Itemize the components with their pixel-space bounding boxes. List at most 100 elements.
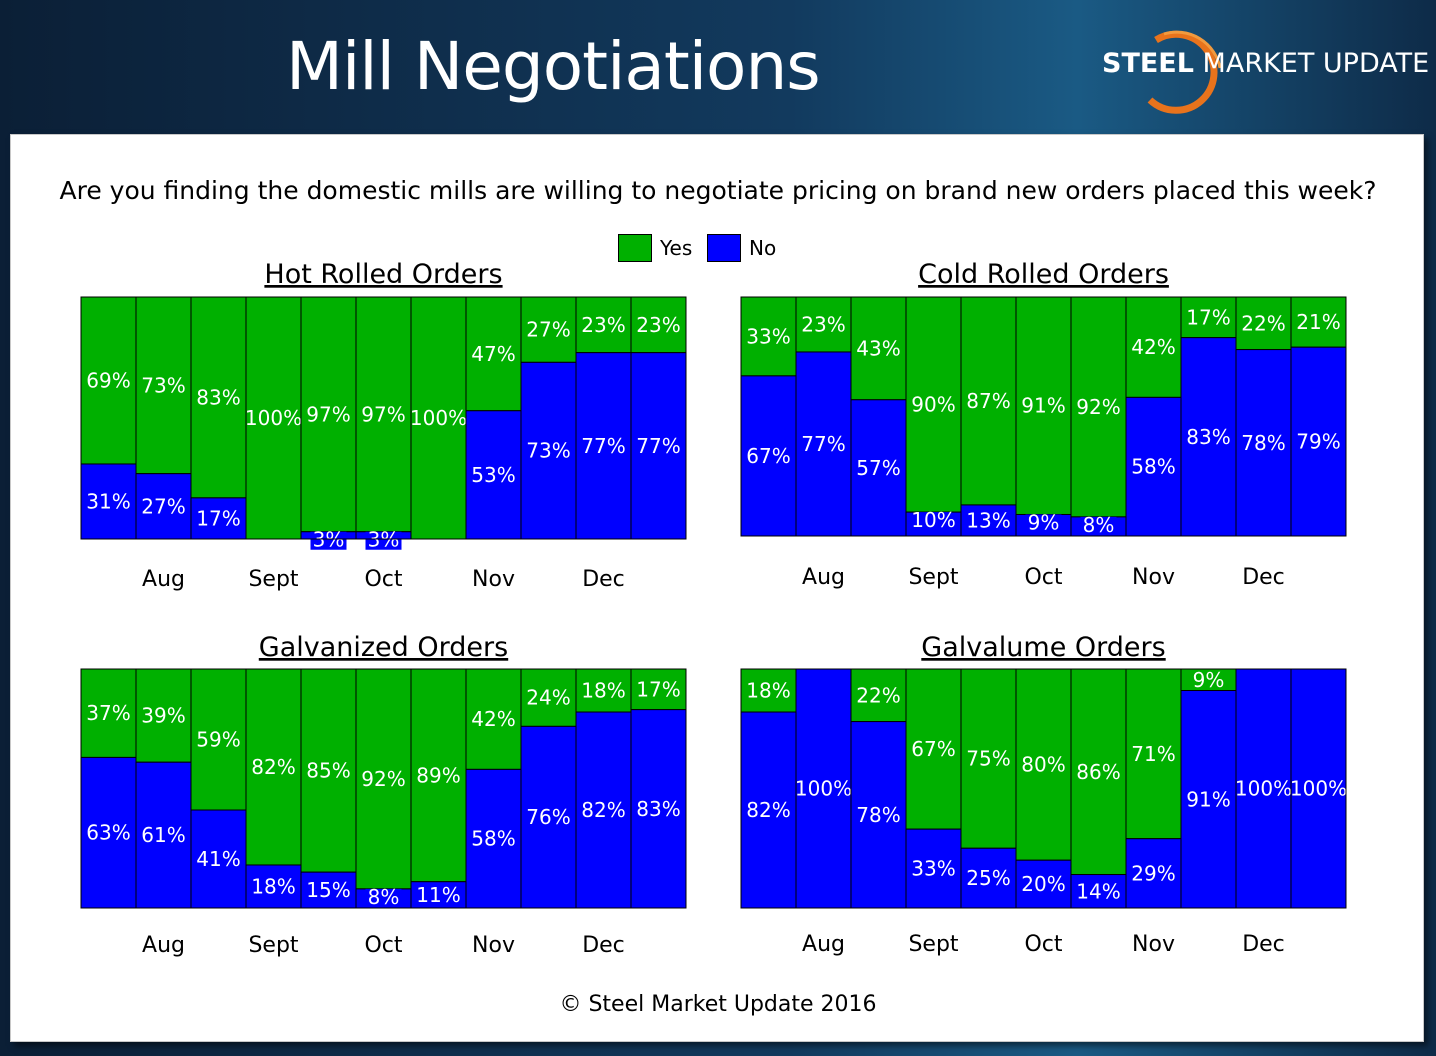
data-label-yes: 69%: [86, 368, 130, 392]
data-label-no: 79%: [1296, 430, 1340, 454]
logo-swoosh-icon: [1147, 30, 1222, 114]
data-label-no: 33%: [911, 857, 955, 881]
data-label-no: 58%: [471, 827, 515, 851]
data-label-no: 8%: [1083, 513, 1115, 537]
month-label: Dec: [582, 567, 625, 592]
data-label-no: 100%: [1290, 777, 1347, 801]
data-label-no: 10%: [911, 508, 955, 532]
data-label-no: 58%: [1131, 455, 1175, 479]
data-label-yes: 23%: [636, 313, 680, 337]
data-label-no: 11%: [416, 883, 460, 907]
data-label-yes: 71%: [1131, 742, 1175, 766]
month-label: Aug: [802, 932, 845, 957]
data-label-yes: 23%: [581, 313, 625, 337]
bar-no: [1070, 874, 1127, 909]
bar-no: [795, 668, 852, 909]
bar-yes: [135, 668, 192, 763]
data-label-no: 61%: [141, 823, 185, 847]
month-label: Nov: [472, 567, 515, 592]
data-label-no: 63%: [86, 821, 130, 845]
data-label-yes: 82%: [251, 755, 295, 779]
bar-yes: [520, 296, 577, 363]
bar-yes: [1015, 668, 1072, 861]
data-label-no: 9%: [1028, 510, 1060, 534]
month-label: Dec: [582, 933, 625, 958]
data-label-no: 73%: [526, 439, 570, 463]
month-label: Sept: [908, 932, 958, 957]
survey-question: Are you finding the domestic mills are w…: [59, 176, 1377, 205]
bar-no: [520, 725, 577, 909]
data-label-yes: 92%: [1076, 395, 1120, 419]
data-label-yes: 75%: [966, 747, 1010, 771]
plot-frame: [740, 668, 1347, 909]
bar-no: [1125, 396, 1182, 537]
data-label-yes: 17%: [636, 677, 680, 701]
bar-yes: [465, 668, 522, 770]
data-label-yes: 22%: [1241, 311, 1285, 335]
chart-title: Galvalume Orders: [921, 632, 1165, 663]
bar-yes: [245, 668, 302, 866]
data-label-yes: 97%: [361, 402, 405, 426]
bar-yes: [355, 668, 412, 890]
chart-3: Galvanized Orders 37% 63% 39% 61% 59% 41% 82% 18…: [80, 632, 687, 958]
data-label-no: 15%: [306, 878, 350, 902]
month-label: Oct: [1024, 565, 1062, 590]
legend-label-yes: Yes: [660, 236, 693, 260]
bar-yes: [1290, 296, 1347, 348]
data-label-yes: 100%: [245, 406, 302, 430]
month-label: Sept: [248, 933, 298, 958]
data-label-no: 8%: [368, 885, 400, 909]
bar-no: [795, 351, 852, 537]
data-label-no: 100%: [1235, 777, 1292, 801]
data-label-no: 27%: [141, 494, 185, 518]
data-label-no: 77%: [581, 434, 625, 458]
bar-no: [135, 761, 192, 909]
data-label-yes: 86%: [1076, 760, 1120, 784]
data-label-yes: 80%: [1021, 753, 1065, 777]
data-label-no: 20%: [1021, 872, 1065, 896]
data-label-yes: 22%: [856, 683, 900, 707]
month-label: Dec: [1242, 565, 1285, 590]
data-label-bg: [915, 512, 952, 531]
bar-no: [1180, 690, 1237, 909]
logo-rest-text: MARKET UPDATE: [1193, 48, 1430, 79]
data-label-yes: 37%: [86, 701, 130, 725]
data-label-yes: 83%: [196, 385, 240, 409]
month-label: Nov: [472, 933, 515, 958]
plot-frame: [740, 296, 1347, 537]
data-label-no: 77%: [636, 434, 680, 458]
bar-no: [850, 721, 907, 909]
bar-yes: [1015, 296, 1072, 515]
chart-4: Galvalume Orders18%82%100%22%78%67%33%75…: [740, 632, 1347, 957]
chart-title: Cold Rolled Orders: [918, 259, 1169, 290]
steel-market-update-logo: STEEL MARKET UPDATE: [1098, 12, 1430, 117]
logo-bold-text: STEEL: [1102, 48, 1194, 79]
bar-no: [520, 361, 577, 540]
month-label: Aug: [802, 565, 845, 590]
bar-yes: [1180, 296, 1237, 339]
chart-title: Hot Rolled Orders: [264, 259, 502, 290]
bar-no: [575, 711, 632, 909]
bar-yes: [300, 296, 357, 533]
data-label-no: 91%: [1186, 787, 1230, 811]
data-label-yes: 67%: [911, 737, 955, 761]
data-label-no: 100%: [795, 777, 852, 801]
month-label: Aug: [142, 567, 185, 592]
data-label-no: 18%: [251, 874, 295, 898]
bar-no: [960, 504, 1017, 537]
data-label-yes: 18%: [746, 679, 790, 703]
bar-no: [1290, 668, 1347, 909]
data-label-no: 83%: [1186, 425, 1230, 449]
data-label-yes: 85%: [306, 759, 350, 783]
chart-2: Cold Rolled Orders 33% 67% 23% 77% 43% 57% 90% 1…: [740, 259, 1347, 590]
data-label-bg: [365, 531, 402, 550]
data-label-yes: 42%: [471, 707, 515, 731]
bar-yes: [630, 296, 687, 354]
data-label-no: 78%: [856, 803, 900, 827]
data-label-no: 17%: [196, 506, 240, 530]
plot-frame: [80, 668, 687, 909]
data-label-no: 31%: [86, 489, 130, 513]
slide-title: Mill Negotiations: [286, 28, 821, 105]
data-label-yes: 73%: [141, 373, 185, 397]
